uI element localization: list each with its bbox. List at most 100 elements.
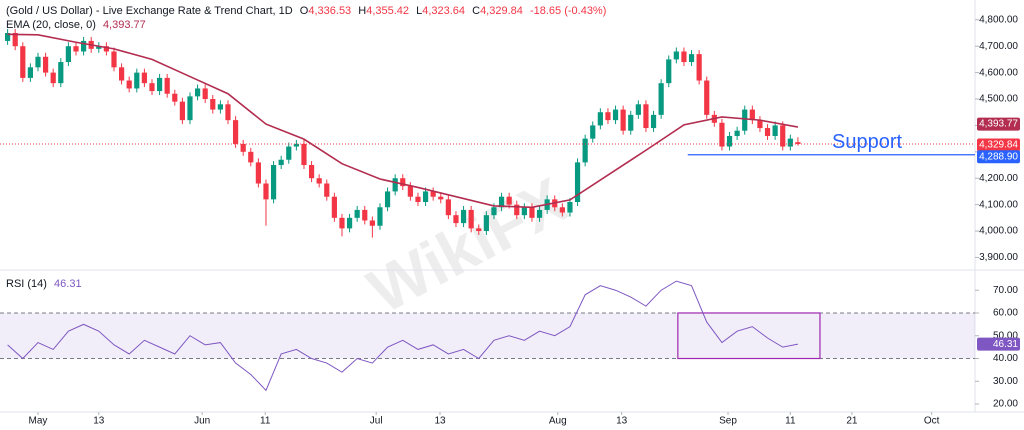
candle-body [438,196,444,200]
x-tick-label: 11 [785,416,796,427]
candle-body [536,209,543,218]
y-tick-label: 60.00 [993,308,1018,319]
candle-body [35,56,41,68]
candle-body [141,72,147,84]
rsi-badge: 46.31 [993,339,1018,350]
ohlc-label: H [358,5,366,17]
candle-body [308,165,315,179]
candle-body [605,112,611,121]
x-tick-label: Jun [194,416,210,427]
candle-body [574,162,581,202]
rsi-line [7,280,799,392]
y-tick-label: 70.00 [993,285,1018,296]
candle-body [111,51,117,68]
candle-body [742,109,748,131]
candle-body [149,83,155,92]
close-badge: 4,329.84 [979,140,1018,151]
x-tick-label: 13 [616,416,628,427]
candle-body [126,80,132,89]
candle-body [172,93,178,102]
candle-body [498,196,505,208]
candle-body [202,88,208,100]
candle-body [278,159,284,166]
x-tick-label: May [29,416,48,427]
ema-value: 4,393.77 [103,19,146,31]
candle-body [772,125,778,136]
y-tick-label: 30.00 [993,376,1018,387]
x-tick-label: Jul [370,416,383,427]
ohlc-label: C [472,5,480,17]
x-tick-label: Aug [549,416,567,427]
candle-body [179,101,185,121]
candle-body [764,128,771,136]
y-tick-label: 4,500.00 [979,94,1018,105]
candle-body [597,112,603,126]
candle-body [392,178,398,192]
candle-body [156,77,163,92]
ohlc-label: L [416,5,422,17]
candle-body [529,207,535,218]
candle-body [476,228,482,232]
candle-body [369,220,375,226]
support-label: Support [832,131,902,153]
candle-body [635,104,641,115]
candle-body [704,80,710,115]
ema-badge: 4,393.77 [979,119,1018,130]
rsi-name: RSI (14) [6,278,47,290]
ohlc-label: O [300,5,309,17]
title: (Gold / US Dollar) - Live Exchange Rate … [6,5,293,17]
support-badge: 4,288.90 [979,151,1018,162]
candle-body [12,33,18,47]
candle-body [362,209,368,221]
rsi-value: 46.31 [54,278,82,290]
x-tick-label: Sep [719,416,737,427]
candle-body [620,109,626,131]
x-tick-label: 13 [93,416,105,427]
candle-body [795,142,801,144]
candle-body [217,104,223,110]
candle-body [787,138,793,147]
candle-body [460,209,467,224]
candle-body [27,67,33,78]
candle-body [384,191,391,208]
candle-body [73,46,79,52]
y-tick-label: 4,800.00 [979,14,1018,25]
candle-body [491,207,497,216]
x-tick-label: 21 [846,416,858,427]
candle-body [673,51,679,60]
ohlc-value: 4,355.42 [366,5,409,17]
candle-body [286,146,292,160]
candle-body [293,143,299,147]
ohlc-value: 4,323.64 [422,5,465,17]
candle-body [187,96,193,121]
y-tick-label: 20.00 [993,399,1018,410]
candle-body [270,165,277,200]
candle-body [194,88,201,97]
candle-body [65,46,71,63]
candle-body [483,215,489,232]
candle-body [719,122,725,147]
header: (Gold / US Dollar) - Live Exchange Rate … [6,5,606,17]
candle-body [415,196,421,202]
candle-body [734,130,740,136]
candle-body [377,207,383,226]
candle-body [20,46,26,78]
rsi-legend: RSI (14) 46.31 [6,278,82,290]
candle-body [726,135,733,147]
candle-body [780,125,786,147]
y-tick-label: 4,100.00 [979,199,1018,210]
rsi-band [0,312,975,359]
candle-body [582,138,588,163]
change: -18.65 (-0.43%) [530,5,606,17]
y-tick-label: 4,700.00 [979,41,1018,52]
candle-body [354,209,360,218]
support-badge-bg [977,150,1020,164]
candle-body [301,143,307,166]
ema-name: EMA (20, close, 0) [6,19,96,31]
candle-body [650,114,657,129]
candle-body [58,62,64,84]
candle-body [407,186,413,197]
candle-body [339,217,345,229]
x-tick-label: 13 [434,416,446,427]
